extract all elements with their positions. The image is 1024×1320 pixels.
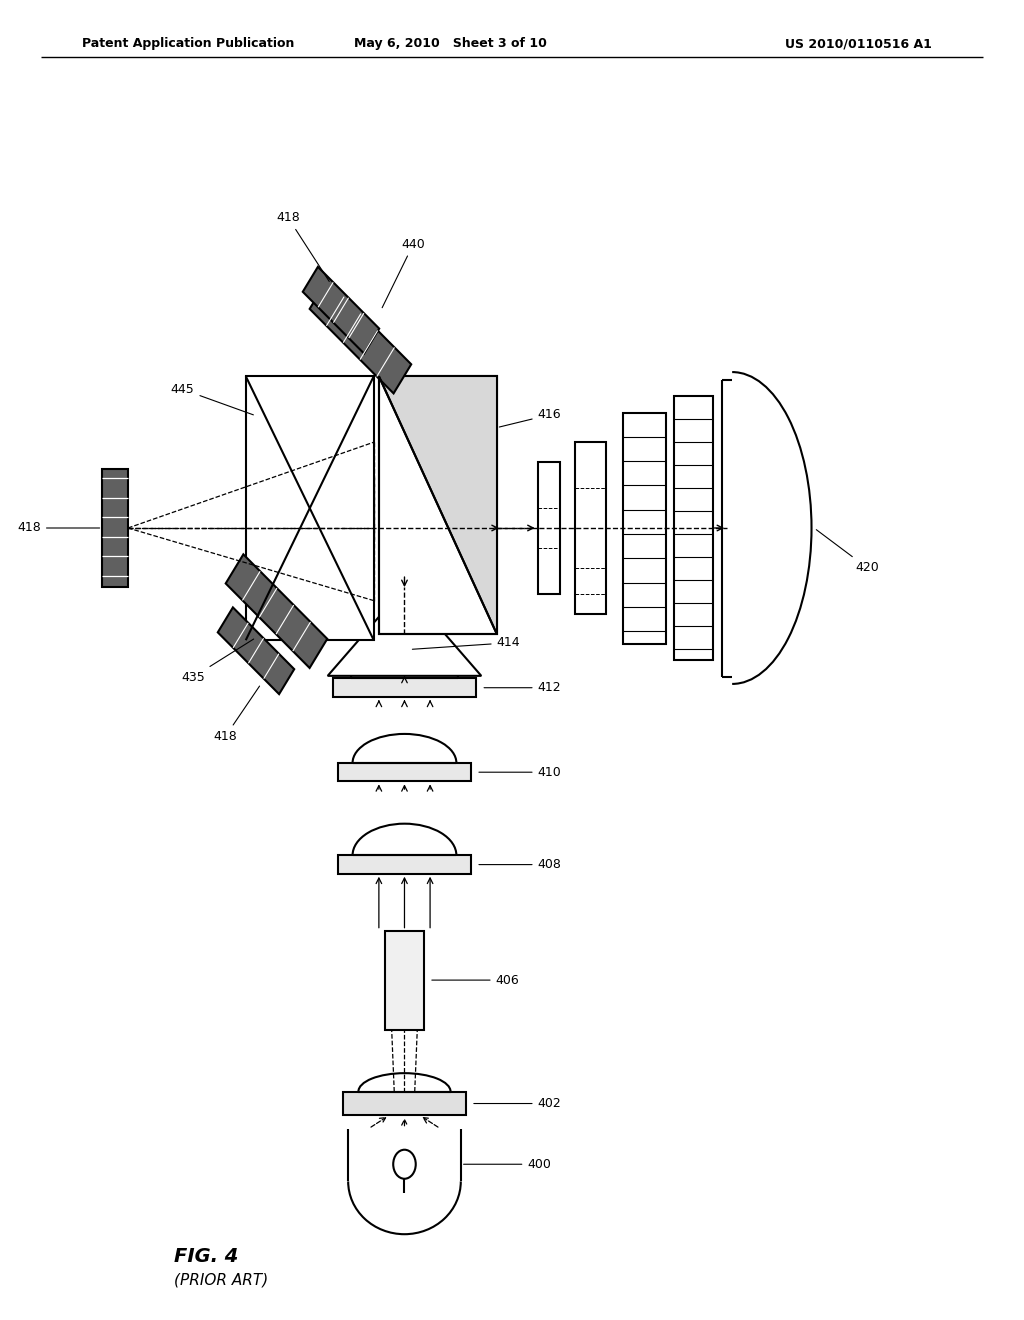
Text: 418: 418 — [276, 211, 330, 281]
Bar — [538, 462, 560, 594]
Text: US 2010/0110516 A1: US 2010/0110516 A1 — [785, 37, 932, 50]
Bar — [575, 442, 606, 614]
Bar — [338, 855, 471, 874]
Bar — [246, 376, 374, 640]
Circle shape — [393, 1150, 416, 1179]
Polygon shape — [328, 587, 481, 676]
Text: 445: 445 — [171, 383, 253, 414]
Text: 435: 435 — [181, 639, 254, 684]
Text: 412: 412 — [484, 681, 561, 694]
Bar — [333, 678, 476, 697]
Polygon shape — [303, 267, 379, 354]
Text: 418: 418 — [17, 521, 99, 535]
Text: 402: 402 — [474, 1097, 561, 1110]
Text: 414: 414 — [413, 636, 520, 649]
Bar — [379, 376, 497, 634]
Text: 408: 408 — [479, 858, 561, 871]
Bar — [623, 412, 666, 644]
Bar — [338, 763, 471, 781]
Bar — [379, 376, 497, 634]
Text: 420: 420 — [816, 529, 879, 574]
Bar — [385, 931, 424, 1030]
Polygon shape — [379, 376, 497, 634]
Polygon shape — [309, 280, 412, 393]
Text: 410: 410 — [479, 766, 561, 779]
Text: 418: 418 — [213, 686, 259, 743]
Bar — [102, 469, 128, 587]
Polygon shape — [218, 607, 294, 694]
Text: 406: 406 — [432, 974, 519, 986]
Text: May 6, 2010   Sheet 3 of 10: May 6, 2010 Sheet 3 of 10 — [354, 37, 547, 50]
Text: Patent Application Publication: Patent Application Publication — [82, 37, 294, 50]
Polygon shape — [225, 554, 328, 668]
Text: 400: 400 — [464, 1158, 551, 1171]
Text: (PRIOR ART): (PRIOR ART) — [174, 1272, 268, 1288]
Text: 440: 440 — [382, 238, 425, 308]
Bar — [343, 1092, 466, 1115]
Text: 416: 416 — [500, 408, 561, 428]
Text: FIG. 4: FIG. 4 — [174, 1247, 239, 1266]
Bar — [674, 396, 713, 660]
